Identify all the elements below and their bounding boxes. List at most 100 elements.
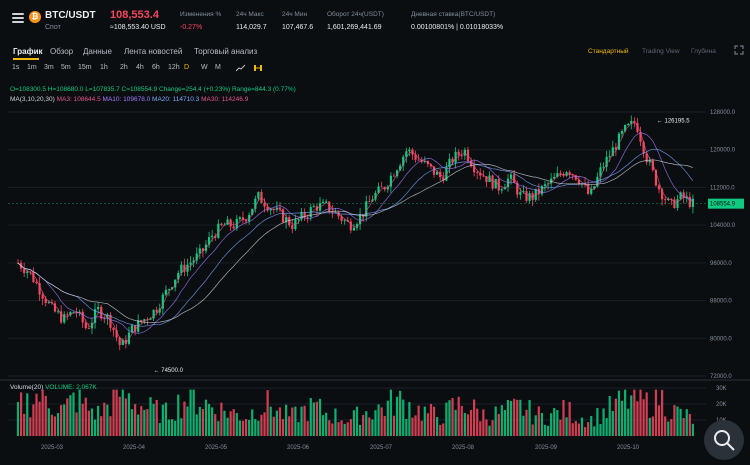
volume-bar	[23, 413, 26, 436]
candle-body	[257, 192, 260, 199]
y-tick-label: 120000.0	[710, 148, 736, 154]
tab-data[interactable]: Данные	[83, 47, 112, 56]
tab-analysis[interactable]: Торговый анализ	[194, 47, 258, 56]
volume-bar	[473, 399, 476, 436]
volume-bar	[574, 421, 577, 436]
candle-body	[38, 283, 41, 295]
x-tick-label: 2025-09	[535, 445, 558, 451]
candle-body	[47, 302, 50, 303]
candle-body	[473, 166, 476, 173]
candle-body	[263, 202, 266, 207]
interval-bar: 1s 1m 3m 5m 15m 1h 2h 4h 6h 12h D W M	[0, 61, 750, 75]
volume-bar	[377, 404, 380, 436]
candle-body	[180, 264, 183, 273]
candle-body	[90, 322, 94, 329]
menu-icon[interactable]	[12, 13, 24, 25]
interval-12h[interactable]: D	[184, 64, 190, 71]
candle-body	[476, 172, 479, 174]
ma3-value: MA3: 108644.5	[56, 96, 101, 103]
volume-bar	[392, 415, 396, 436]
volume-bar	[469, 409, 473, 436]
volume-bar	[56, 413, 60, 436]
x-tick-label: 2025-07	[370, 445, 393, 451]
candle-body	[380, 186, 383, 188]
volume-bar	[673, 405, 676, 436]
candle-body	[207, 237, 211, 245]
interval-2h[interactable]: 4h	[136, 64, 144, 71]
candle-body	[312, 206, 315, 208]
candle-body	[506, 178, 510, 188]
fullscreen-icon[interactable]	[734, 45, 744, 55]
interval-5m[interactable]: 5m	[61, 64, 71, 71]
view-depth[interactable]: Глубина	[691, 48, 716, 55]
interval-1d[interactable]: W	[201, 64, 208, 71]
volume-bar	[405, 419, 408, 436]
candle-body	[23, 268, 26, 274]
zoom-button[interactable]	[704, 420, 744, 460]
volume-bar	[84, 397, 87, 436]
volume-bar	[97, 405, 100, 436]
candle-body	[546, 183, 550, 185]
candle-body	[405, 151, 408, 157]
candle-body	[657, 185, 661, 190]
interval-15m[interactable]: 15m	[78, 64, 92, 71]
tab-news[interactable]: Лента новостей	[124, 47, 183, 56]
candle-body	[620, 131, 624, 134]
symbol-title[interactable]: BTC/USDT	[45, 10, 96, 21]
candle-body	[568, 172, 571, 175]
volume-bar	[130, 409, 134, 436]
candle-body	[152, 309, 155, 319]
volume-bar	[439, 424, 442, 436]
view-standard[interactable]: Стандартный	[588, 48, 629, 55]
candle-body	[41, 294, 44, 299]
last-price-tag	[708, 198, 744, 209]
volume-bar	[466, 414, 470, 436]
interval-1h[interactable]: 2h	[120, 64, 128, 71]
interval-6h[interactable]: 12h	[168, 64, 180, 71]
volume-bar	[534, 415, 537, 436]
volume-bar	[611, 411, 614, 436]
candle-body	[503, 187, 507, 190]
volume-bar	[432, 406, 436, 436]
chart-area[interactable]: O=108300.5 H=108680.0 L=107835.7 C=10855…	[0, 76, 750, 464]
volume-bar	[272, 416, 275, 436]
volume-bar	[152, 403, 155, 436]
interval-30m[interactable]: 1h	[100, 64, 108, 71]
view-tradingview[interactable]: Trading View	[642, 48, 680, 55]
candle-body	[306, 217, 309, 219]
volume-bar	[115, 389, 118, 436]
tab-chart[interactable]: График	[13, 47, 43, 56]
interval-1m[interactable]: 1m	[27, 64, 37, 71]
volume-bar	[29, 417, 32, 436]
volume-bar	[251, 409, 254, 436]
interval-3m[interactable]: 3m	[44, 64, 54, 71]
candle-body	[553, 176, 556, 179]
chart-style-icon[interactable]	[236, 64, 246, 72]
volume-bar	[445, 402, 448, 436]
tab-overview[interactable]: Обзор	[50, 47, 74, 56]
volume-tick-label: 20K	[716, 402, 727, 408]
candle-body	[195, 253, 198, 261]
interval-4h[interactable]: 6h	[152, 64, 160, 71]
candle-body	[66, 314, 69, 316]
candle-body	[244, 219, 248, 222]
candle-body	[35, 282, 38, 284]
volume-bar	[583, 427, 587, 436]
volume-bar	[244, 419, 248, 436]
candle-body	[509, 174, 513, 179]
indicators-icon[interactable]	[253, 64, 263, 72]
interval-1w[interactable]: M	[215, 64, 221, 71]
volume-bar	[78, 389, 81, 436]
volume-bar	[235, 413, 238, 436]
volume-value: VOLUME: 2.067K	[45, 384, 97, 391]
volume-bar	[331, 423, 334, 436]
price-chart[interactable]: ← 126195.5 ← 74500.0 128000.0 120000.0 1120…	[0, 76, 750, 464]
volume-bar	[69, 395, 72, 436]
volume-bar	[186, 406, 189, 436]
volume-bar	[460, 405, 463, 436]
x-tick-label: 2025-06	[287, 445, 310, 451]
stat-high: 24ч Макс 114,029.7	[236, 11, 267, 31]
interval-1s[interactable]: 1s	[12, 64, 20, 71]
volume-bar	[624, 389, 627, 436]
candle-body	[639, 132, 642, 142]
